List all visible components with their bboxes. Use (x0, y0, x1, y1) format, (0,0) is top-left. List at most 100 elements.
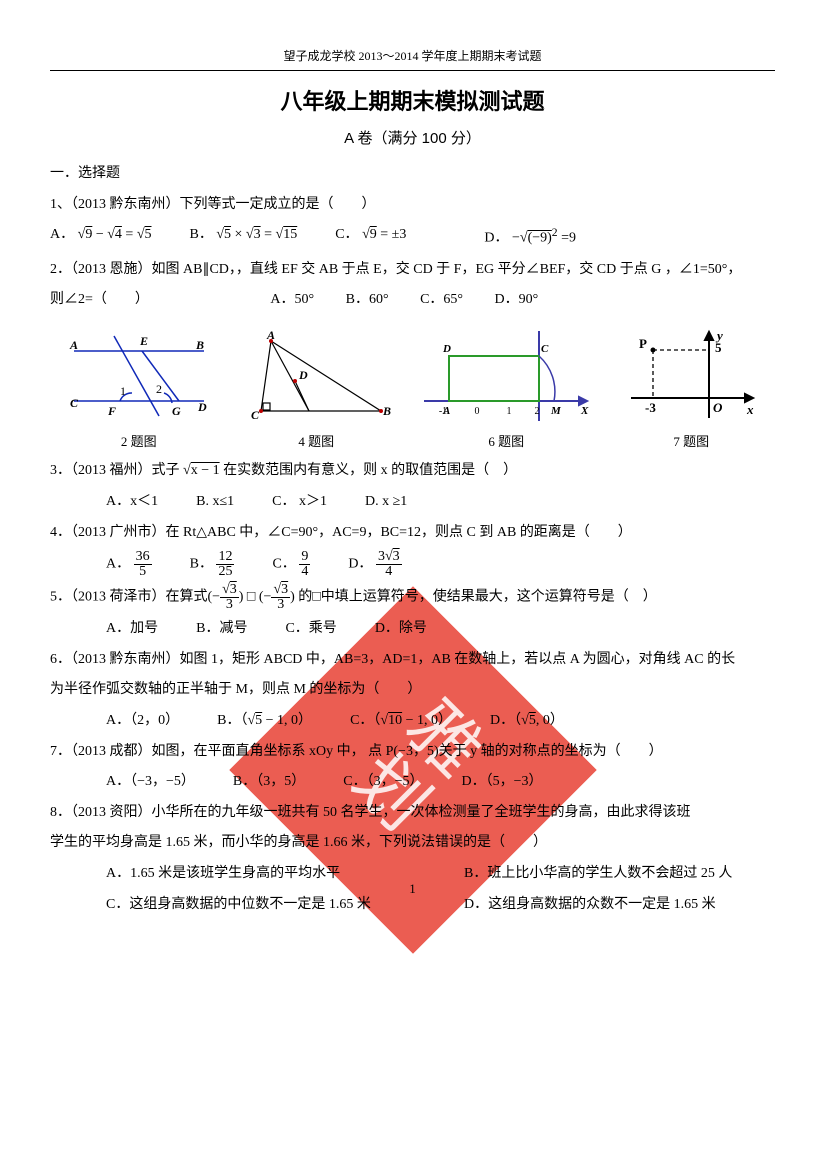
question-6: 6．（2013 黔东南州）如图 1，矩形 ABCD 中，AB=3，AD=1，AB… (50, 647, 775, 674)
rad: 3 (393, 549, 400, 564)
fig4-svg: A B C D (241, 331, 391, 426)
svg-text:C: C (541, 343, 549, 355)
q6-opt-c: C．（√10 − 1, 0） (350, 708, 452, 735)
post: − 1, 0） (402, 713, 452, 728)
q6-opt-d: D．（√5, 0） (490, 708, 564, 735)
figcap-2: 2 题图 (64, 430, 214, 455)
q3-opt-c: C． x＞1 (272, 489, 327, 516)
question-2-cont: 则∠2=（ ） A．50° B．60° C．65° D．90° (50, 287, 775, 314)
q2-opt-d: D．90° (495, 287, 539, 314)
q7-opt-a: A．（−3，−5） (106, 769, 195, 796)
q5-mid: ) □ (− (239, 590, 272, 605)
question-7: 7．（2013 成都）如图，在平面直角坐标系 xOy 中， 点 P(−3，5)关… (50, 739, 775, 766)
q3-post: 在实数范围内有意义，则 x 的取值范围是（ ） (223, 463, 517, 478)
svg-text:G: G (172, 404, 181, 418)
page-number: 1 (0, 877, 825, 902)
svg-text:X: X (580, 405, 589, 417)
label: C． (272, 557, 295, 572)
fig2-svg: A B C D E F G 1 2 (64, 331, 214, 426)
num: 12 (216, 550, 234, 565)
q5-post: ) 的□中填上运算符号，使结果最大，这个运算符号是（ ） (290, 590, 657, 605)
svg-text:F: F (107, 404, 116, 418)
q5-opt-a: A．加号 (106, 616, 158, 643)
figcap-6: 6 题图 (419, 430, 594, 455)
q7-opt-c: C．（3，−5） (343, 769, 423, 796)
den: 4 (376, 565, 402, 579)
label: D． (484, 231, 508, 246)
rad: 5 (529, 713, 536, 728)
q2-opt-c: C．65° (420, 287, 463, 314)
q4-opt-a: A． 365 (106, 550, 152, 579)
svg-text:B: B (382, 404, 391, 418)
q3-pre: 3．（2013 福州）式子 (50, 463, 180, 478)
q5-opt-b: B．减号 (196, 616, 247, 643)
q3-rad: x − 1 (191, 463, 220, 478)
rad: 3 (281, 582, 288, 597)
svg-text:0: 0 (474, 406, 479, 417)
q1-opt-d: D． −√(−9)2 =9 (484, 222, 576, 252)
question-3: 3．（2013 福州）式子 √x − 1 在实数范围内有意义，则 x 的取值范围… (50, 458, 775, 485)
svg-text:D: D (442, 343, 451, 355)
q5-opt-c: C．乘号 (285, 616, 336, 643)
svg-text:-3: -3 (645, 400, 656, 415)
pre: B．（ (217, 713, 247, 728)
q6-opt-a: A．（2，0） (106, 708, 179, 735)
post: − 1, 0） (262, 713, 312, 728)
rad: 3 (254, 227, 261, 242)
q1-opt-c: C． √9 = ±3 (335, 222, 406, 252)
den: 4 (299, 565, 310, 579)
question-5: 5．（2013 荷泽市）在算式(−√33) □ (−√33) 的□中填上运算符号… (50, 583, 775, 612)
den: 3 (271, 598, 290, 612)
den: 3 (220, 598, 239, 612)
rad: 4 (115, 227, 122, 242)
exam-subtitle: A 卷（满分 100 分） (50, 125, 775, 154)
label: B． (190, 227, 213, 242)
question-8: 8．（2013 资阳）小华所在的九年级一班共有 50 名学生，一次体检测量了全班… (50, 800, 775, 827)
q1-stem: 1、（2013 黔东南州）下列等式一定成立的是（ ） (50, 197, 376, 212)
figcap-7: 7 题图 (621, 430, 761, 455)
q3-options: A．x＜1 B. x≤1 C． x＞1 D. x ≥1 (106, 489, 775, 516)
svg-text:y: y (715, 328, 723, 343)
svg-text:C: C (70, 396, 79, 410)
figure-q2: A B C D E F G 1 2 2 题图 (64, 331, 214, 455)
q3-opt-a: A．x＜1 (106, 489, 158, 516)
q7-opt-b: B．（3，5） (233, 769, 305, 796)
svg-text:D: D (298, 368, 308, 382)
fig6-svg: D C A M X -1 0 1 2 (419, 326, 594, 426)
eq: = (125, 227, 136, 242)
eq: = (264, 227, 275, 242)
figure-q7: P 5 O x y -3 7 题图 (621, 326, 761, 455)
q7-options: A．（−3，−5） B．（3，5） C．（3，−5） D．（5，−3） (106, 769, 775, 796)
q6-options: A．（2，0） B．（√5 − 1, 0） C．（√10 − 1, 0） D．（… (106, 708, 775, 735)
svg-text:A: A (266, 331, 275, 342)
q3-opt-d: D. x ≥1 (365, 489, 407, 516)
q2-cont: 则∠2=（ ） (50, 292, 149, 307)
q4-opt-c: C． 94 (272, 550, 310, 579)
svg-text:A: A (69, 338, 78, 352)
q1-options: A． √9 − √4 = √5 B． √5 × √3 = √15 C． √9 =… (50, 222, 775, 252)
question-4: 4．（2013 广州市）在 Rt△ABC 中，∠C=90°，AC=9，BC=12… (50, 520, 775, 547)
q3-opt-b: B. x≤1 (196, 489, 234, 516)
rad: (−9) (528, 231, 552, 246)
svg-text:B: B (195, 338, 204, 352)
svg-text:P: P (639, 336, 647, 351)
figure-q4: A B C D 4 题图 (241, 331, 391, 455)
question-6-cont: 为半径作弧交数轴的正半轴于 M，则点 M 的坐标为（ ） (50, 677, 775, 704)
q1-opt-a: A． √9 − √4 = √5 (50, 222, 152, 252)
rad: 5 (145, 227, 152, 242)
figure-q6: D C A M X -1 0 1 2 6 题图 (419, 326, 594, 455)
label: A． (50, 227, 74, 242)
label: B． (190, 557, 213, 572)
den: 5 (134, 565, 152, 579)
svg-text:x: x (746, 402, 754, 417)
svg-text:1: 1 (120, 384, 126, 398)
den: 25 (216, 565, 234, 579)
section-heading: 一．选择题 (50, 161, 775, 188)
q2-opt-a: A．50° (270, 287, 314, 314)
label: D． (348, 557, 372, 572)
svg-text:2: 2 (156, 382, 162, 396)
q2-options: A．50° B．60° C．65° D．90° (242, 292, 538, 307)
exam-title: 八年级上期期末模拟测试题 (50, 81, 775, 123)
label: A． (106, 557, 130, 572)
num: 9 (299, 550, 310, 565)
